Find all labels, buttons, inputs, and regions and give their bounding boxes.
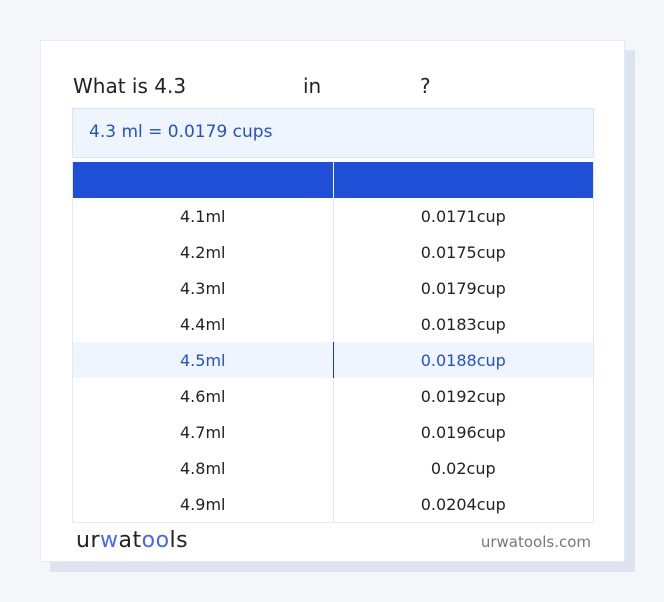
cup-cell: 0.0196cup (420, 422, 506, 442)
table-row: 4.4ml 0.0183cup (73, 306, 593, 342)
result-box: 4.3 ml = 0.0179 cups (72, 108, 594, 158)
title-mid: in (303, 74, 322, 98)
header-cup (334, 162, 594, 198)
ml-cell: 4.9ml (73, 486, 334, 522)
conversion-table: 4.1ml 0.0171cup 4.2ml 0.0175cup 4.3ml 0.0179c… (72, 162, 594, 523)
title-suffix: ? (420, 74, 431, 98)
header-ml (73, 162, 334, 198)
cup-cell: 0.0204cup (420, 494, 506, 514)
table-row: 4.1ml 0.0171cup (73, 198, 593, 234)
cup-cell: 0.02cup (430, 458, 496, 478)
cup-cell: 0.0179cup (420, 278, 506, 298)
ml-cell: 4.1ml (73, 198, 334, 234)
urwatools-logo: urwatools (76, 528, 189, 553)
ml-cell: 4.7ml (73, 414, 334, 450)
site-link[interactable]: urwatools.com (480, 533, 591, 551)
table-row: 4.6ml 0.0192cup (73, 378, 593, 414)
cup-cell: 0.0183cup (420, 314, 506, 334)
table-row: 4.7ml 0.0196cup (73, 414, 593, 450)
title-prefix: What is 4.3 (73, 74, 187, 98)
conversion-card: What is 4.3 in ? 4.3 ml = 0.0179 cups 4.… (40, 40, 625, 562)
table-header (73, 162, 593, 198)
ml-cell: 4.3ml (73, 270, 334, 306)
question-title: What is 4.3 in ? (73, 74, 431, 194)
cup-cell: 0.0188cup (420, 350, 506, 370)
cup-cell: 0.0192cup (420, 386, 506, 406)
ml-cell: 4.4ml (73, 306, 334, 342)
ml-cell: 4.6ml (73, 378, 334, 414)
ml-cell: 4.2ml (73, 234, 334, 270)
table-row: 4.3ml 0.0179cup (73, 270, 593, 306)
cup-cell: 0.0175cup (420, 242, 506, 262)
table-row: 4.5ml 0.0188cup (73, 342, 593, 378)
ml-cell: 4.8ml (73, 450, 334, 486)
table-row: 4.9ml 0.0204cup (73, 486, 593, 522)
table-row: 4.2ml 0.0175cup (73, 234, 593, 270)
ml-cell: 4.5ml (73, 342, 334, 378)
table-row: 4.8ml 0.02cup (73, 450, 593, 486)
cup-cell: 0.0171cup (420, 206, 506, 226)
